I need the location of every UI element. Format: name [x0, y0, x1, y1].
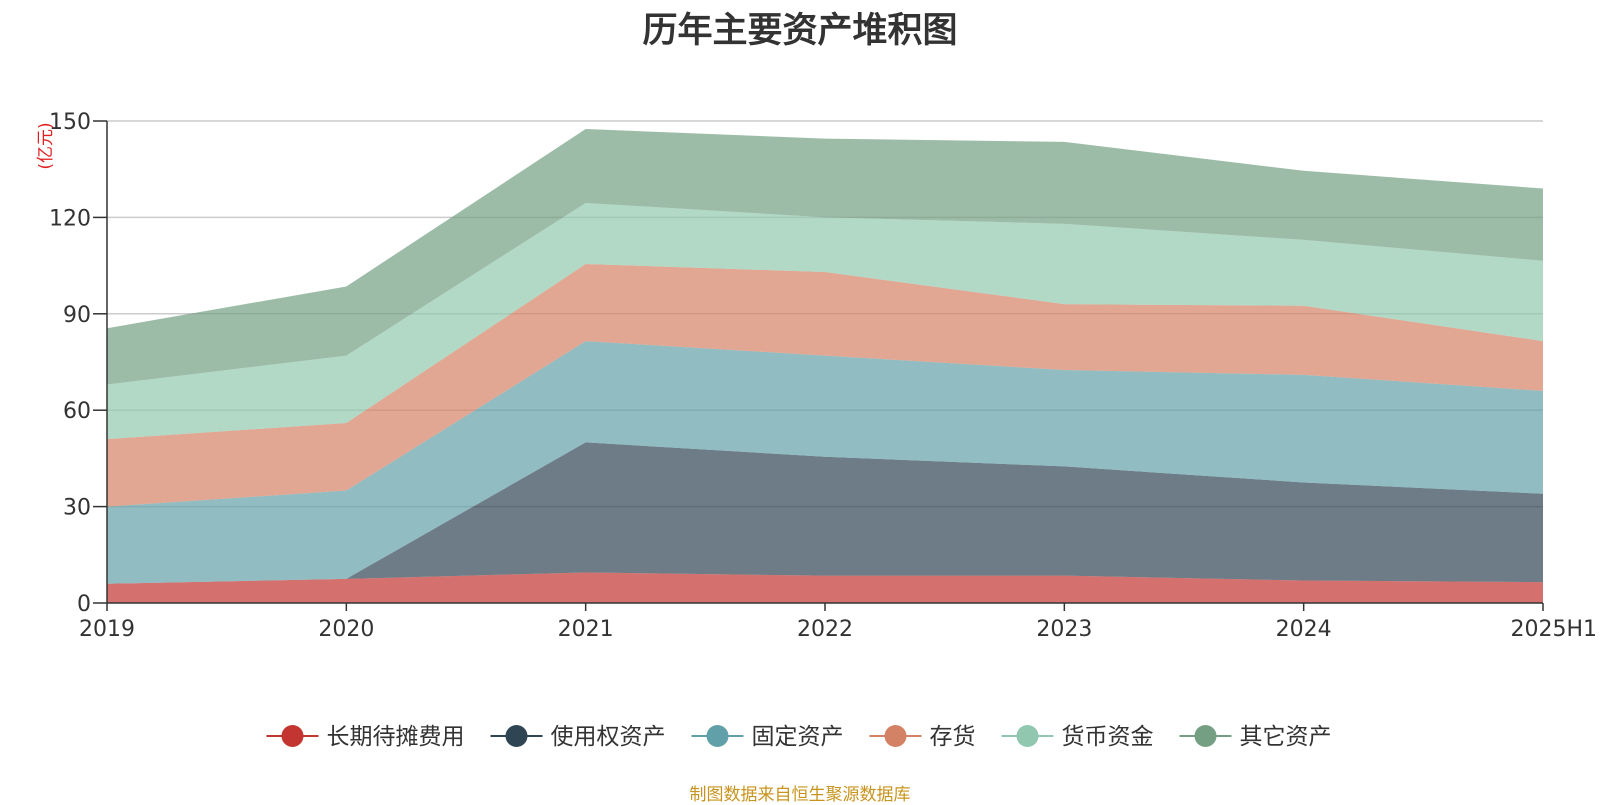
legend-marker [884, 725, 907, 747]
y-tick-label: 120 [49, 206, 91, 231]
legend-label: 存货 [930, 724, 976, 750]
area-长期待摊费用 [107, 572, 1543, 603]
legend-label: 长期待摊费用 [327, 724, 465, 750]
legend-label: 货币资金 [1062, 724, 1154, 750]
x-tick-label: 2019 [79, 617, 135, 642]
y-tick-label: 60 [63, 399, 91, 424]
legend-marker [706, 725, 729, 747]
x-tick-label: 2020 [318, 617, 374, 642]
y-tick-label: 150 [49, 110, 91, 135]
legend-marker [505, 725, 528, 747]
x-tick-label: 2024 [1276, 617, 1332, 642]
legend-item[interactable]: 使用权资产 [490, 724, 666, 750]
legend-label: 固定资产 [752, 724, 844, 750]
legend-label: 其它资产 [1240, 724, 1332, 750]
legend-marker [1194, 725, 1217, 747]
legend-marker [281, 725, 304, 747]
x-tick-label: 2021 [558, 617, 614, 642]
legend-item[interactable]: 货币资金 [1001, 724, 1154, 750]
legend-item[interactable]: 固定资产 [691, 724, 844, 750]
source-note: 制图数据来自恒生聚源数据库 [689, 785, 911, 805]
area-series [107, 129, 1543, 603]
area-货币资金 [107, 202, 1543, 440]
legend-item[interactable]: 长期待摊费用 [266, 724, 465, 750]
legend: 长期待摊费用 使用权资产 固定资产 存货 货币资金 其它资产 [266, 724, 1332, 750]
y-axis-unit-label: (亿元) [36, 122, 56, 169]
area-使用权资产 [107, 442, 1543, 584]
x-tick-label: 2025H1 [1510, 617, 1597, 642]
y-tick-label: 30 [63, 496, 91, 521]
axes: 0 30 60 90 120 150 2019 2020 2021 2022 2023 2024 202… [49, 110, 1597, 642]
area-固定资产 [107, 341, 1543, 584]
legend-item[interactable]: 存货 [869, 724, 976, 750]
legend-marker [1016, 725, 1039, 747]
y-tick-label: 0 [77, 592, 91, 617]
legend-label: 使用权资产 [551, 724, 666, 750]
y-tick-label: 90 [63, 303, 91, 328]
legend-item[interactable]: 其它资产 [1179, 724, 1332, 750]
x-tick-label: 2022 [797, 617, 853, 642]
x-tick-label: 2023 [1036, 617, 1092, 642]
area-其它资产 [107, 129, 1543, 385]
area-存货 [107, 263, 1543, 507]
chart-title: 历年主要资产堆积图 [642, 11, 958, 51]
